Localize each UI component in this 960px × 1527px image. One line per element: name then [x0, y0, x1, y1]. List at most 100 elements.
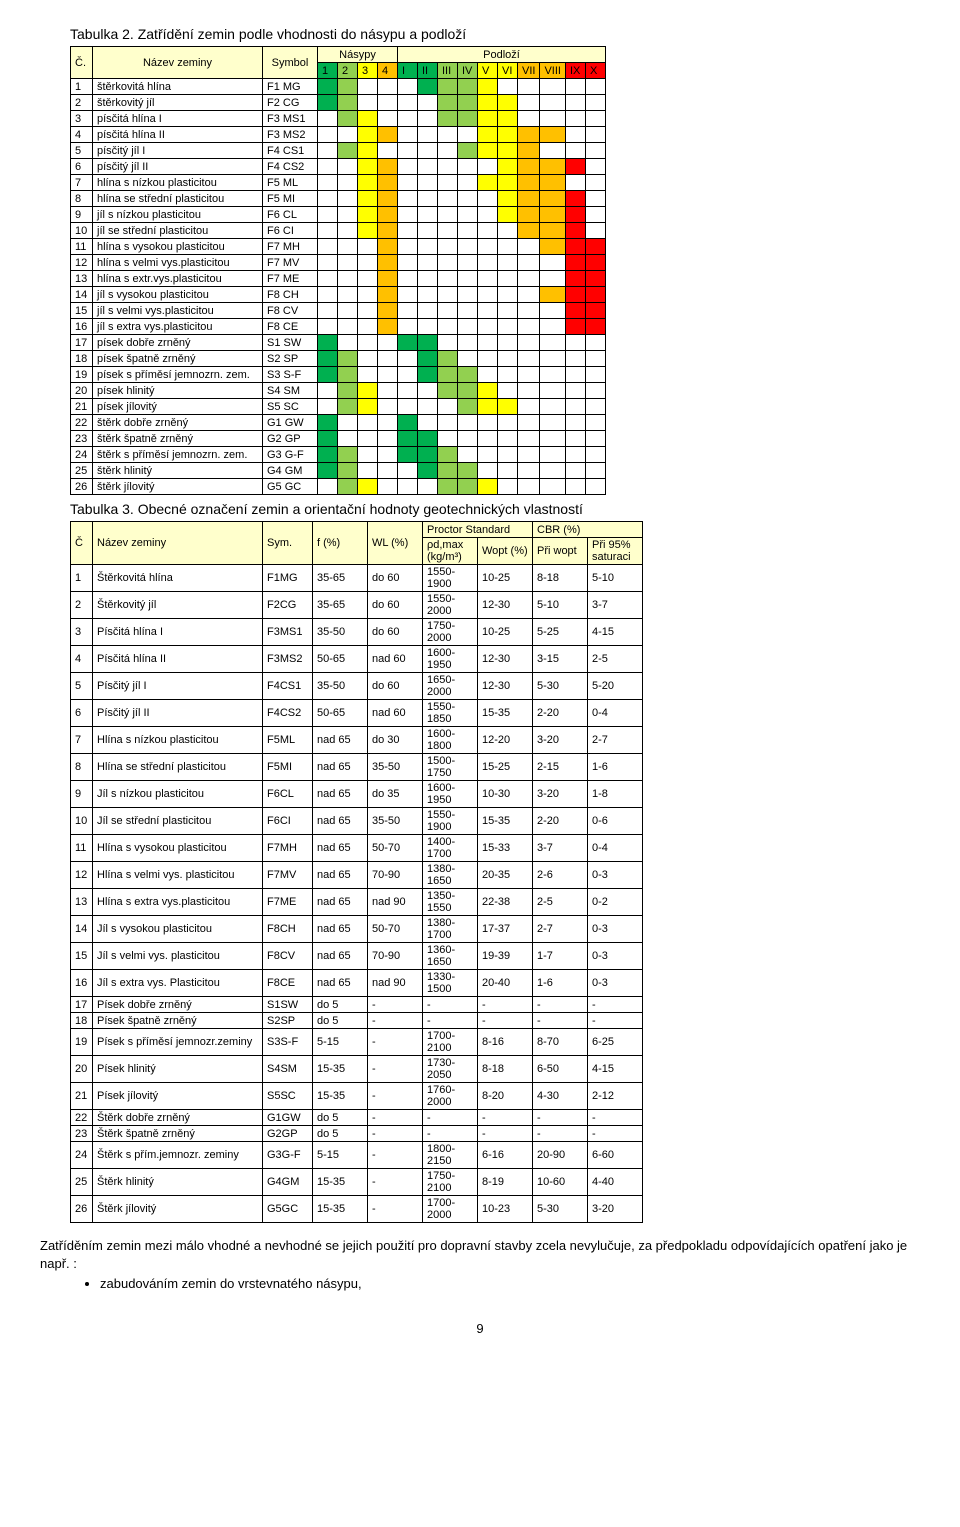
table3-cell: - — [478, 997, 533, 1013]
table3-cell: - — [533, 1013, 588, 1029]
table3-cell: 20-40 — [478, 970, 533, 997]
table2-cell — [458, 351, 478, 367]
table2-cell: jíl se střední plasticitou — [93, 223, 263, 239]
table3-cell: 1600-1950 — [423, 646, 478, 673]
table2-cell — [358, 287, 378, 303]
table2-cell — [358, 79, 378, 95]
table3-row: 9Jíl s nízkou plasticitouF6CLnad 65do 35… — [71, 781, 643, 808]
table2-cell — [398, 351, 418, 367]
table2-cell — [398, 415, 418, 431]
table2-header-cell: IX — [565, 63, 585, 79]
table2-cell — [398, 479, 418, 495]
table2-cell — [540, 399, 566, 415]
table3-cell: do 60 — [368, 565, 423, 592]
table2-cell: F5 ML — [263, 175, 318, 191]
table2-cell — [338, 207, 358, 223]
table3-cell: - — [423, 1013, 478, 1029]
table2-cell — [585, 479, 605, 495]
table3-cell: 2-15 — [533, 754, 588, 781]
table2-cell — [398, 271, 418, 287]
table2-cell — [498, 175, 518, 191]
table3-cell: 6 — [71, 700, 93, 727]
table2-cell — [438, 287, 458, 303]
table3-row: 5Písčitý jíl IF4CS135-50do 601650-200012… — [71, 673, 643, 700]
table2-cell — [458, 207, 478, 223]
table3-cell: - — [368, 1142, 423, 1169]
table2-cell: jíl s nízkou plasticitou — [93, 207, 263, 223]
table3-cell: 23 — [71, 1126, 93, 1142]
table2-cell: 4 — [71, 127, 93, 143]
table2-cell — [378, 463, 398, 479]
table2-cell — [540, 255, 566, 271]
table2-cell — [438, 159, 458, 175]
table3-cell: Hlína s nízkou plasticitou — [93, 727, 263, 754]
table3-cell: 13 — [71, 889, 93, 916]
table2-cell — [338, 143, 358, 159]
table2-cell — [518, 431, 540, 447]
table2-cell — [585, 95, 605, 111]
table2-cell — [565, 399, 585, 415]
table2-cell — [518, 287, 540, 303]
table2-cell — [418, 335, 438, 351]
table3-cell: 35-50 — [368, 754, 423, 781]
table2-row: 14jíl s vysokou plasticitouF8 CH — [71, 287, 606, 303]
table2-cell — [438, 127, 458, 143]
table2-cell — [518, 367, 540, 383]
table3-cell: S4SM — [263, 1056, 313, 1083]
table3-cell: 10 — [71, 808, 93, 835]
table3-cell: 8 — [71, 754, 93, 781]
table2-cell — [498, 463, 518, 479]
table2-cell — [338, 175, 358, 191]
table3-cell: - — [478, 1013, 533, 1029]
body-paragraph: Zatříděním zemin mezi málo vhodné a nevh… — [40, 1237, 920, 1272]
table3-cell: Písčitá hlína I — [93, 619, 263, 646]
table2-cell — [518, 351, 540, 367]
table2-cell: 13 — [71, 271, 93, 287]
table3-header-cell: f (%) — [313, 522, 368, 565]
table2-cell — [398, 335, 418, 351]
table3-row: 6Písčitý jíl IIF4CS250-65nad 601550-1850… — [71, 700, 643, 727]
table2-cell — [358, 431, 378, 447]
table2-cell: 7 — [71, 175, 93, 191]
table3-cell: 2-20 — [533, 700, 588, 727]
table2-cell — [478, 79, 498, 95]
table2-cell — [478, 159, 498, 175]
table3-cell: nad 65 — [313, 781, 368, 808]
table2-cell: štěrkovitý jíl — [93, 95, 263, 111]
table3-row: 1Štěrkovitá hlínaF1MG35-65do 601550-1900… — [71, 565, 643, 592]
table3-cell: G3G-F — [263, 1142, 313, 1169]
table2-cell — [358, 191, 378, 207]
table2-header-cell: VII — [518, 63, 540, 79]
table2-cell — [498, 367, 518, 383]
table3-cell: 35-50 — [313, 619, 368, 646]
table2-cell — [565, 143, 585, 159]
table2-cell: jíl s vysokou plasticitou — [93, 287, 263, 303]
table2-cell — [478, 127, 498, 143]
table3-cell: 3-7 — [588, 592, 643, 619]
table2-cell — [585, 223, 605, 239]
table2-cell: hlína s vysokou plasticitou — [93, 239, 263, 255]
table2-cell — [418, 287, 438, 303]
table2-cell — [418, 399, 438, 415]
table2-cell — [418, 79, 438, 95]
table3-cell: 19-39 — [478, 943, 533, 970]
table2-cell — [498, 79, 518, 95]
table2-cell — [498, 143, 518, 159]
table2-cell — [540, 271, 566, 287]
table2-row: 5písčitý jíl IF4 CS1 — [71, 143, 606, 159]
table2-cell: 21 — [71, 399, 93, 415]
table2-cell: G1 GW — [263, 415, 318, 431]
table2-header-cell: Symbol — [263, 47, 318, 79]
table3-cell: 4-15 — [588, 1056, 643, 1083]
table2-cell — [438, 239, 458, 255]
table2-cell — [378, 127, 398, 143]
table3-cell: 15-35 — [313, 1169, 368, 1196]
table2-cell — [540, 351, 566, 367]
table2-cell — [378, 319, 398, 335]
table3-cell: - — [533, 997, 588, 1013]
table3-row: 17Písek dobře zrněnýS1SWdo 5----- — [71, 997, 643, 1013]
table2-cell — [438, 303, 458, 319]
table3-cell: 1360-1650 — [423, 943, 478, 970]
table3-row: 23Štěrk špatně zrněnýG2GPdo 5----- — [71, 1126, 643, 1142]
table2-cell — [338, 255, 358, 271]
